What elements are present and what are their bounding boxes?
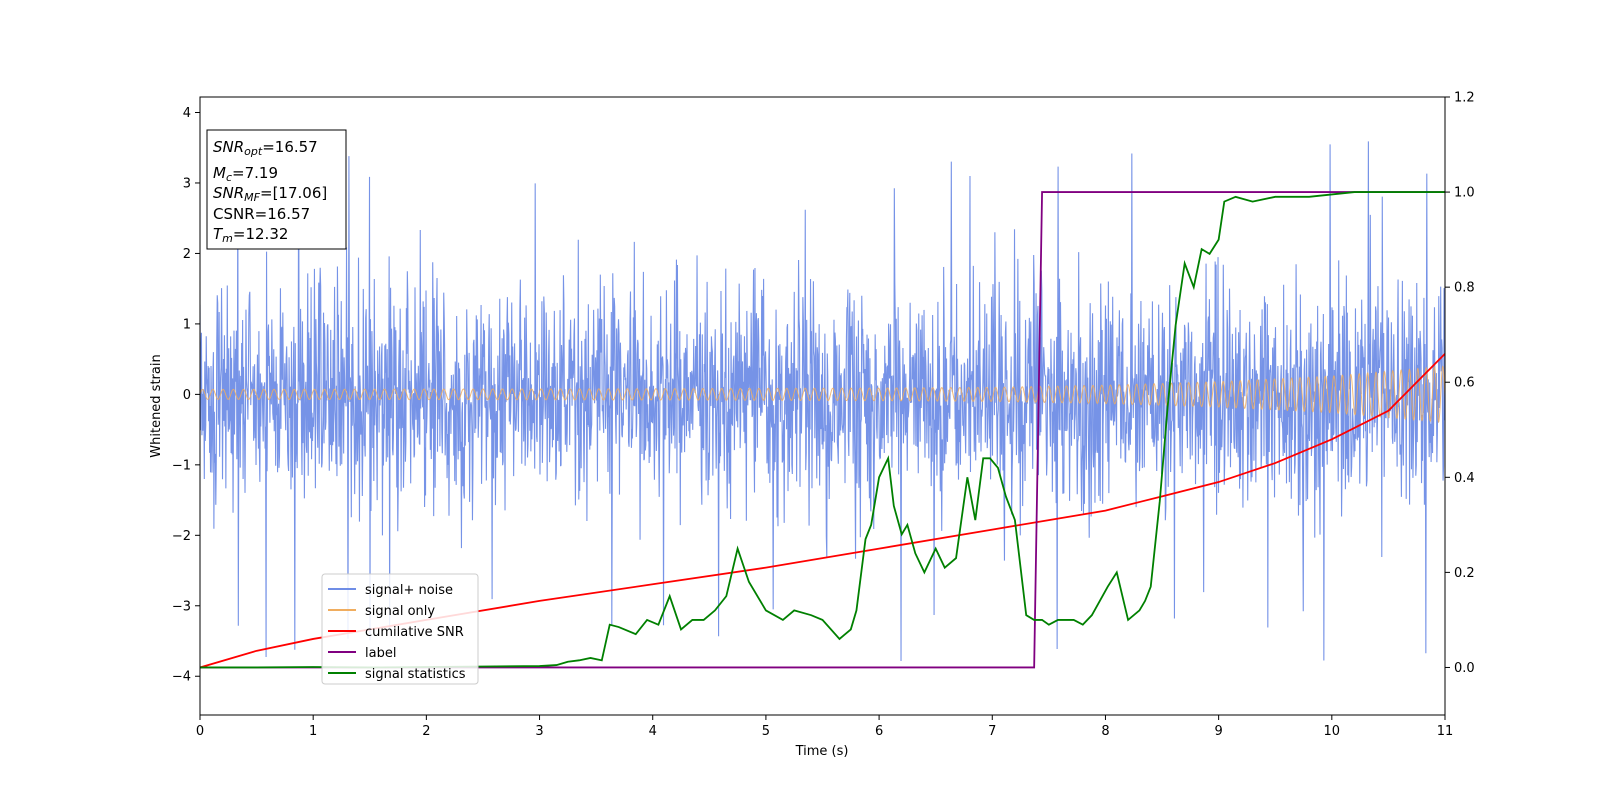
x-tick-label: 6 [875, 724, 883, 739]
series-signal-only [200, 365, 1445, 423]
y-right-tick-label: 0.4 [1454, 471, 1475, 486]
y-left-tick-label: 0 [183, 388, 191, 403]
x-tick-label: 2 [422, 724, 430, 739]
series-label [200, 191, 1445, 669]
y-left-tick-label: 4 [183, 106, 191, 121]
legend-label: cumilative SNR [365, 625, 464, 640]
x-tick-label: 9 [1214, 724, 1222, 739]
info-line: SNRopt=16.57 [213, 138, 318, 158]
info-line: SNRMF=[17.06] [213, 184, 327, 204]
info-line: Tm=12.32 [213, 225, 288, 245]
y-left-tick-label: 2 [183, 247, 191, 262]
x-tick-label: 7 [988, 724, 996, 739]
x-tick-label: 1 [309, 724, 317, 739]
y-left-tick-label: 3 [183, 176, 191, 191]
x-tick-label: 11 [1437, 724, 1454, 739]
plot-frame [199, 96, 1446, 716]
info-line: CSNR=16.57 [213, 205, 310, 223]
y-left-tick-label: −2 [172, 529, 191, 544]
series-signal-statistics [200, 191, 1445, 669]
x-tick-label: 4 [649, 724, 657, 739]
legend: signal+ noise signal only cumilative SNR la… [321, 573, 479, 685]
x-tick-label: 8 [1101, 724, 1109, 739]
y-left-tick-label: −1 [172, 458, 191, 473]
legend-label: signal only [365, 604, 435, 619]
y-axis-title: Whitened strain [149, 354, 164, 457]
y-right-tick-label: 0.0 [1454, 661, 1475, 676]
series-signal-noise [200, 134, 1445, 661]
x-tick-label: 0 [196, 724, 204, 739]
info-box: SNRopt=16.57 Mc=7.19SNRMF=[17.06]CSNR=16.… [206, 129, 347, 250]
y-left-tick-label: −3 [172, 599, 191, 614]
y-right-tick-label: 0.8 [1454, 281, 1475, 296]
x-tick-label: 5 [762, 724, 770, 739]
y-right-tick-label: 0.2 [1454, 566, 1475, 581]
y-right-tick-label: 1.0 [1454, 186, 1475, 201]
x-tick-label: 10 [1324, 724, 1341, 739]
y-right-tick-label: 1.2 [1454, 91, 1475, 106]
y-right-tick-label: 0.6 [1454, 376, 1475, 391]
info-line: Mc=7.19 [213, 164, 278, 184]
legend-label: signal statistics [365, 667, 466, 682]
x-tick-label: 3 [535, 724, 543, 739]
x-axis-title: Time (s) [795, 744, 849, 759]
y-left-tick-label: −4 [172, 670, 191, 685]
legend-label: signal+ noise [365, 583, 453, 598]
y-left-tick-label: 1 [183, 317, 191, 332]
legend-label: label [365, 646, 396, 661]
